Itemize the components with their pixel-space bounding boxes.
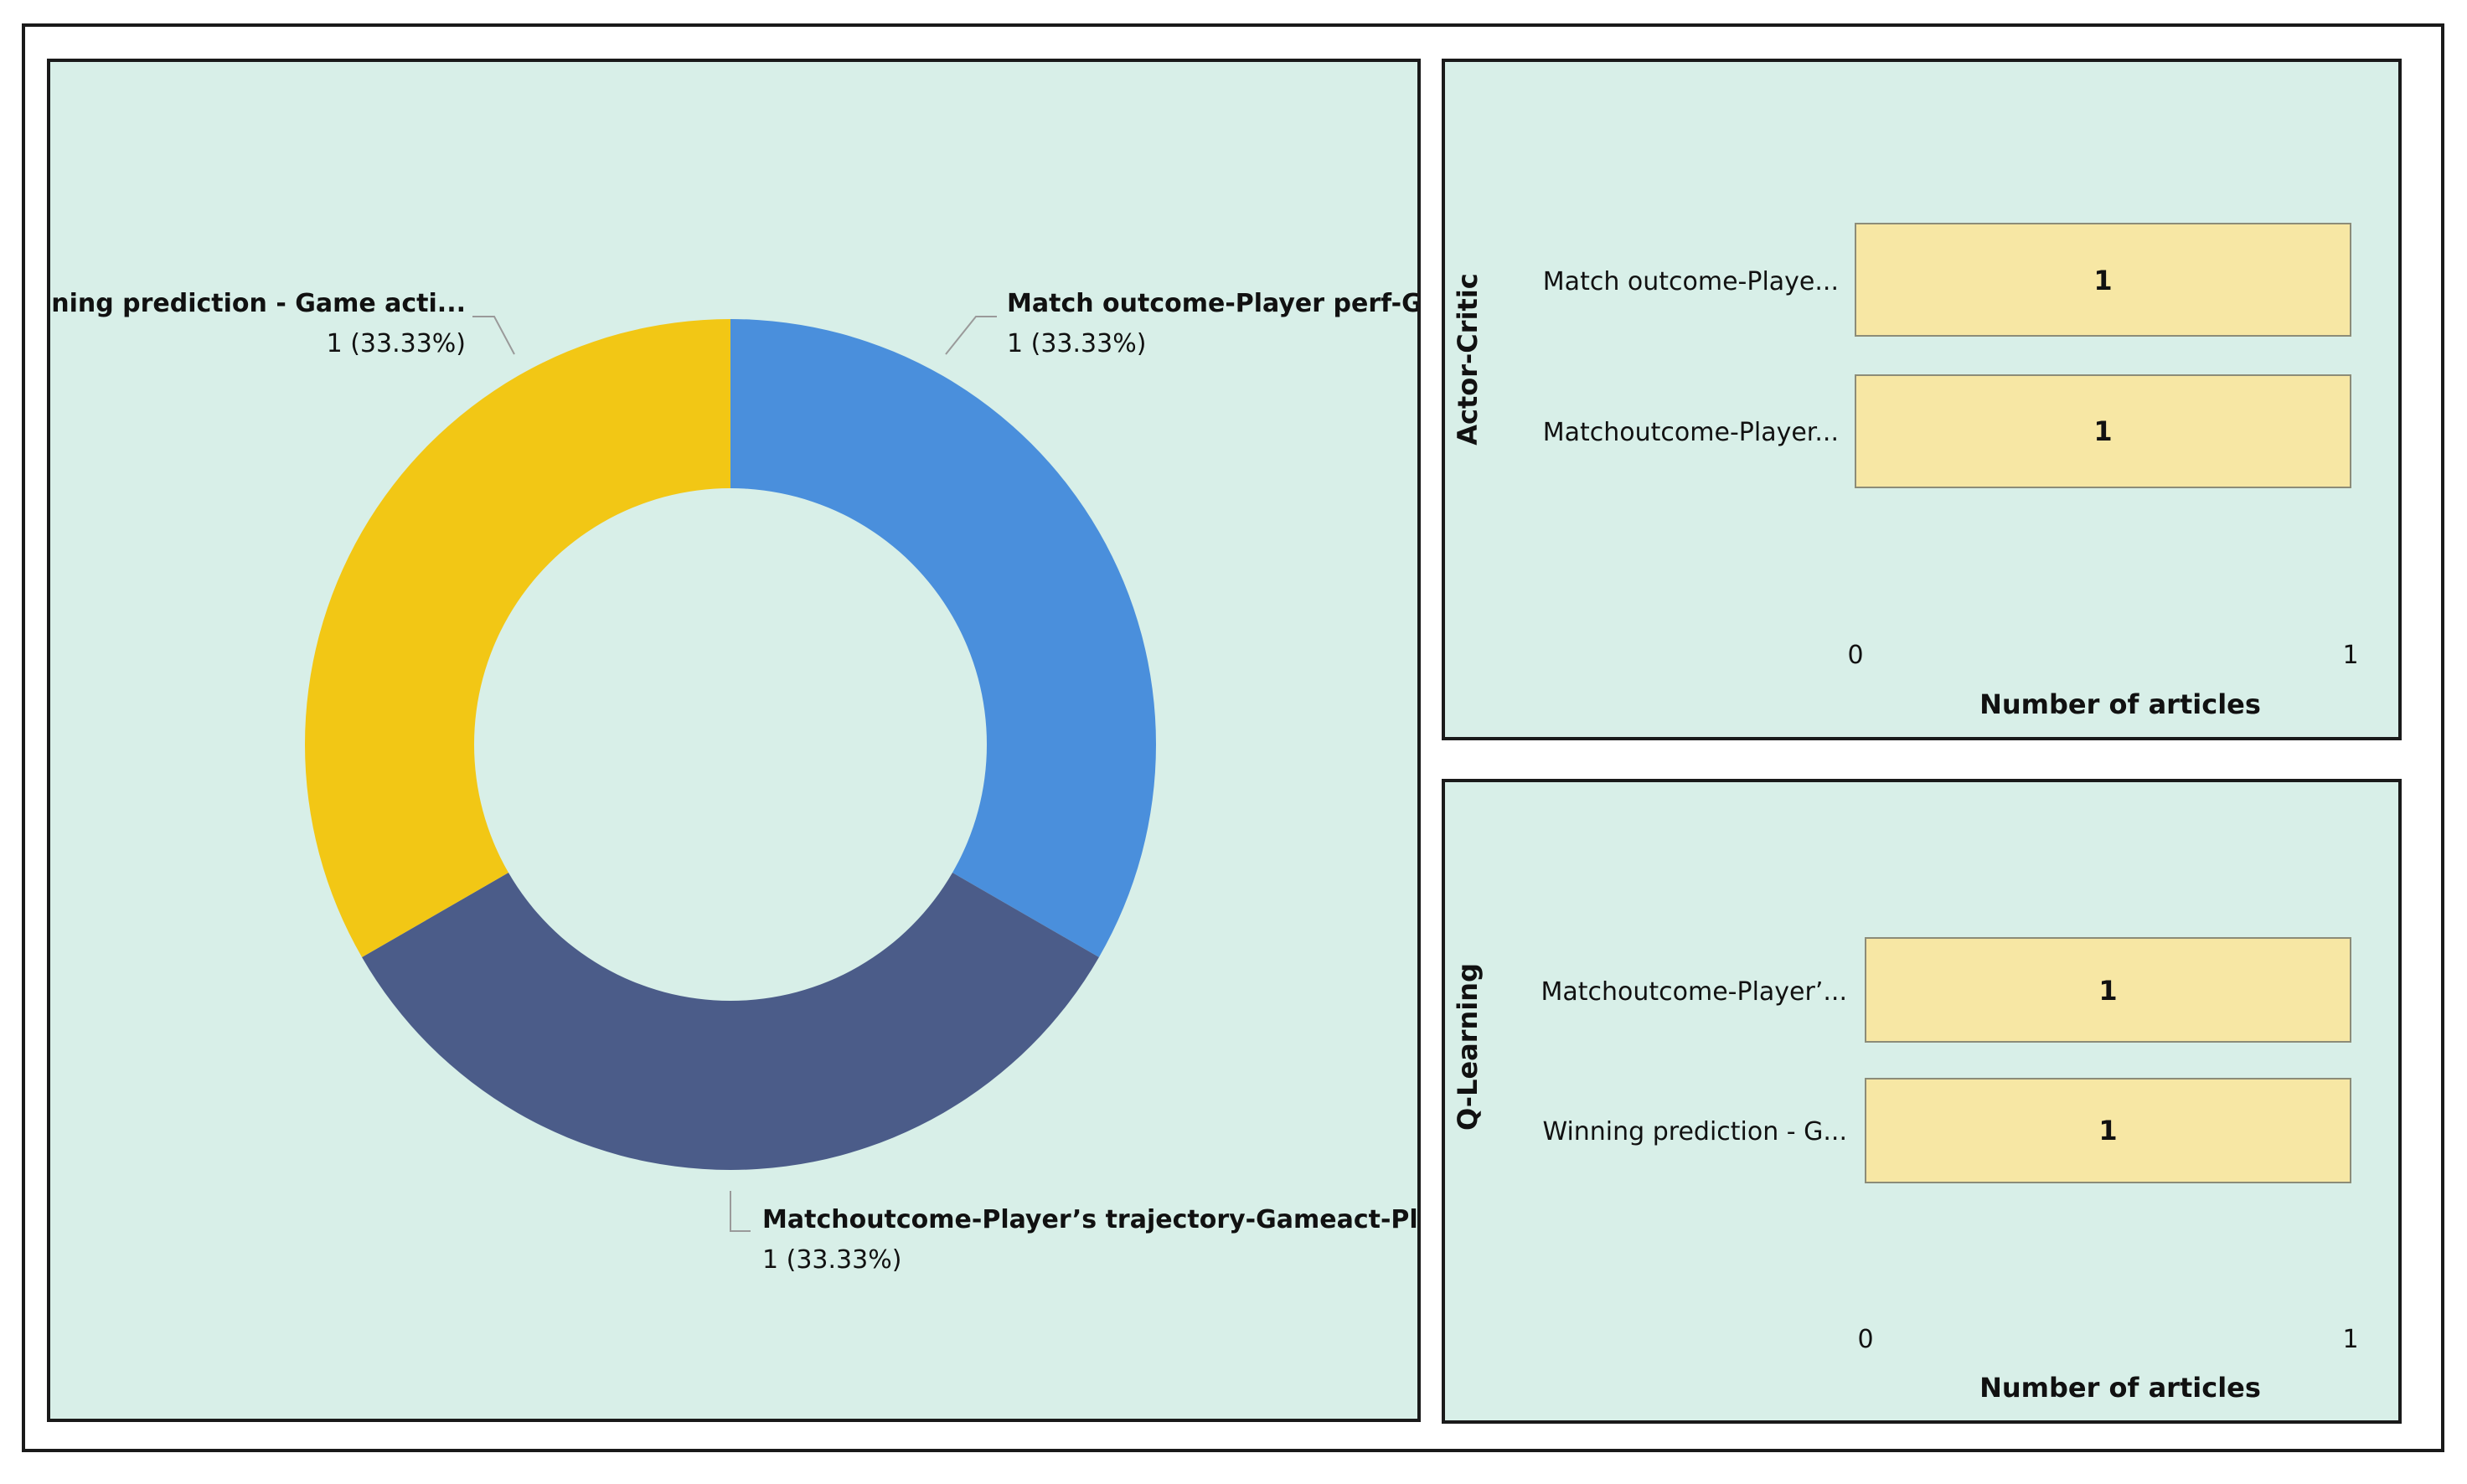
donut-chart: Match outcome-Player perf-Ga... 1 (33.33…	[50, 289, 1417, 1275]
bar1-bar-1	[1855, 374, 2351, 488]
actor-critic-bar-chart: Actor-Critic Match outcome-Playe... Matc…	[1452, 223, 2359, 720]
donut-chart-panel: Match outcome-Player perf-Ga... 1 (33.33…	[47, 59, 1421, 1422]
leader-line-slice-2	[472, 316, 515, 355]
group-label-actor-critic: Actor-Critic	[1452, 273, 1484, 446]
q-learning-bar-panel: Q-Learning Matchoutcome-Player’... Winni…	[1442, 779, 2402, 1424]
bar2-category-1: Winning prediction - G...	[1542, 1117, 1847, 1146]
slice-value-1: 1 (33.33%)	[762, 1245, 901, 1275]
bar1-xtick-0: 0	[1847, 641, 1863, 670]
slice-label-0: Match outcome-Player perf-Ga...	[1007, 289, 1417, 318]
q-learning-bar-chart: Q-Learning Matchoutcome-Player’... Winni…	[1452, 937, 2359, 1404]
group-label-q-learning: Q-Learning	[1452, 963, 1484, 1131]
donut-slice-1	[362, 873, 1099, 1170]
bar2-category-0: Matchoutcome-Player’...	[1541, 977, 1847, 1007]
donut-slice-2	[304, 319, 730, 957]
bar2-data-label-0: 1	[2098, 975, 2117, 1007]
slice-label-2: Winning prediction - Game acti...	[50, 289, 466, 318]
bar1-xtick-1: 1	[2342, 641, 2358, 670]
bar1-xlabel: Number of articles	[1979, 688, 2261, 720]
bar2-bar-0	[1865, 937, 2351, 1043]
bar1-category-1: Matchoutcome-Player...	[1543, 418, 1839, 447]
bar2-xlabel: Number of articles	[1979, 1372, 2261, 1404]
leader-line-slice-1	[730, 1191, 751, 1232]
bar1-data-label-1: 1	[2093, 415, 2112, 447]
bar2-bar-1	[1865, 1078, 2351, 1183]
bar1-data-label-0: 1	[2093, 265, 2112, 296]
bar1-bar-0	[1855, 223, 2351, 337]
donut-slice-0	[730, 319, 1156, 957]
bar2-xtick-1: 1	[2342, 1325, 2358, 1354]
bar1-category-0: Match outcome-Playe...	[1543, 267, 1839, 296]
slice-value-0: 1 (33.33%)	[1007, 329, 1146, 358]
slice-label-1: Matchoutcome-Player’s trajectory-Gameact…	[762, 1205, 1417, 1234]
slice-value-2: 1 (33.33%)	[327, 329, 466, 358]
leader-line-slice-0	[945, 316, 997, 355]
bar2-data-label-1: 1	[2098, 1115, 2117, 1146]
bar2-xtick-0: 0	[1857, 1325, 1873, 1354]
actor-critic-bar-panel: Actor-Critic Match outcome-Playe... Matc…	[1442, 59, 2402, 740]
